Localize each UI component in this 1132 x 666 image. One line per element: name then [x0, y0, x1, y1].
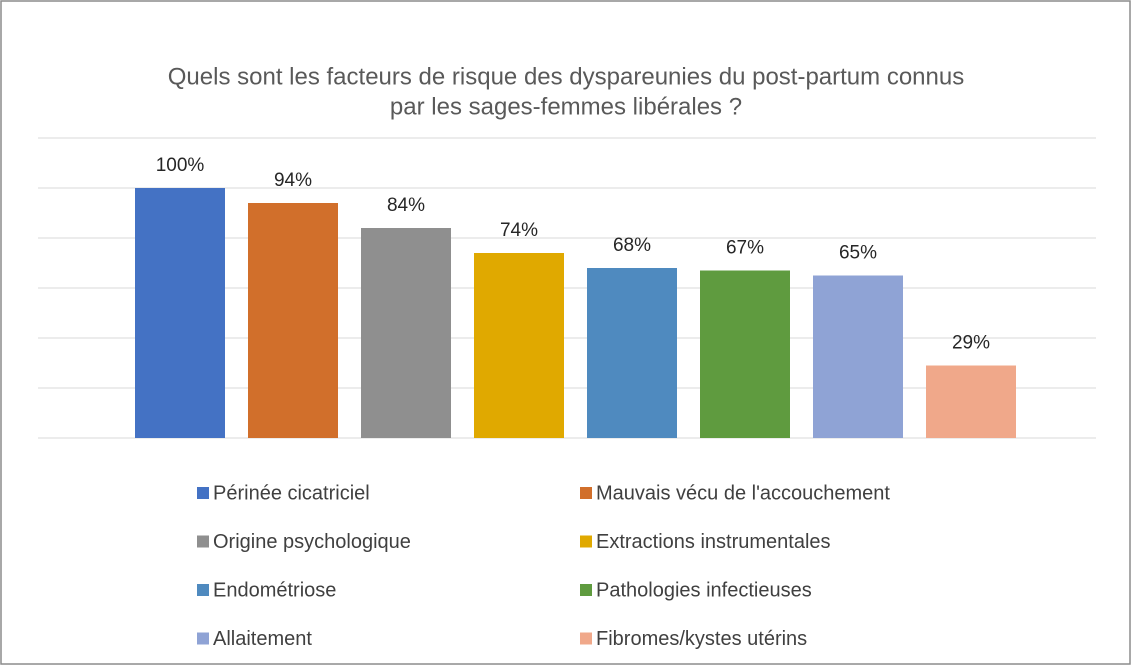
chart-title: Quels sont les facteurs de risque des dy…: [168, 63, 964, 90]
value-label: 100%: [156, 155, 205, 176]
bar: [926, 365, 1016, 438]
legend-swatch: [197, 487, 209, 499]
bar: [813, 275, 903, 438]
legend-swatch: [197, 632, 209, 645]
legend-swatch: [580, 632, 592, 645]
value-label: 29%: [952, 333, 990, 354]
value-label: 67%: [726, 238, 764, 259]
legend-label: Pathologies infectieuses: [596, 579, 812, 601]
bar: [474, 253, 564, 438]
legend-swatch: [197, 535, 209, 548]
value-label: 94%: [274, 170, 312, 191]
legend-swatch: [580, 584, 592, 596]
value-label: 74%: [500, 220, 538, 241]
legend-label: Extractions instrumentales: [596, 531, 831, 553]
legend-label: Endométriose: [213, 579, 336, 601]
legend-swatch: [580, 487, 592, 499]
chart-title: par les sages-femmes libérales ?: [390, 93, 742, 120]
legend-swatch: [580, 535, 592, 548]
value-label: 65%: [839, 243, 877, 264]
bar: [248, 203, 338, 438]
legend-swatch: [197, 584, 209, 596]
value-label: 84%: [387, 195, 425, 216]
bar: [135, 188, 225, 438]
value-label: 68%: [613, 235, 651, 256]
bar: [587, 268, 677, 438]
legend-label: Mauvais vécu de l'accouchement: [596, 482, 890, 504]
legend-label: Allaitement: [213, 628, 312, 650]
legend-label: Périnée cicatriciel: [213, 482, 370, 504]
legend-label: Fibromes/kystes utérins: [596, 628, 807, 650]
bar: [700, 270, 790, 438]
bar: [361, 228, 451, 438]
legend-label: Origine psychologique: [213, 531, 411, 553]
